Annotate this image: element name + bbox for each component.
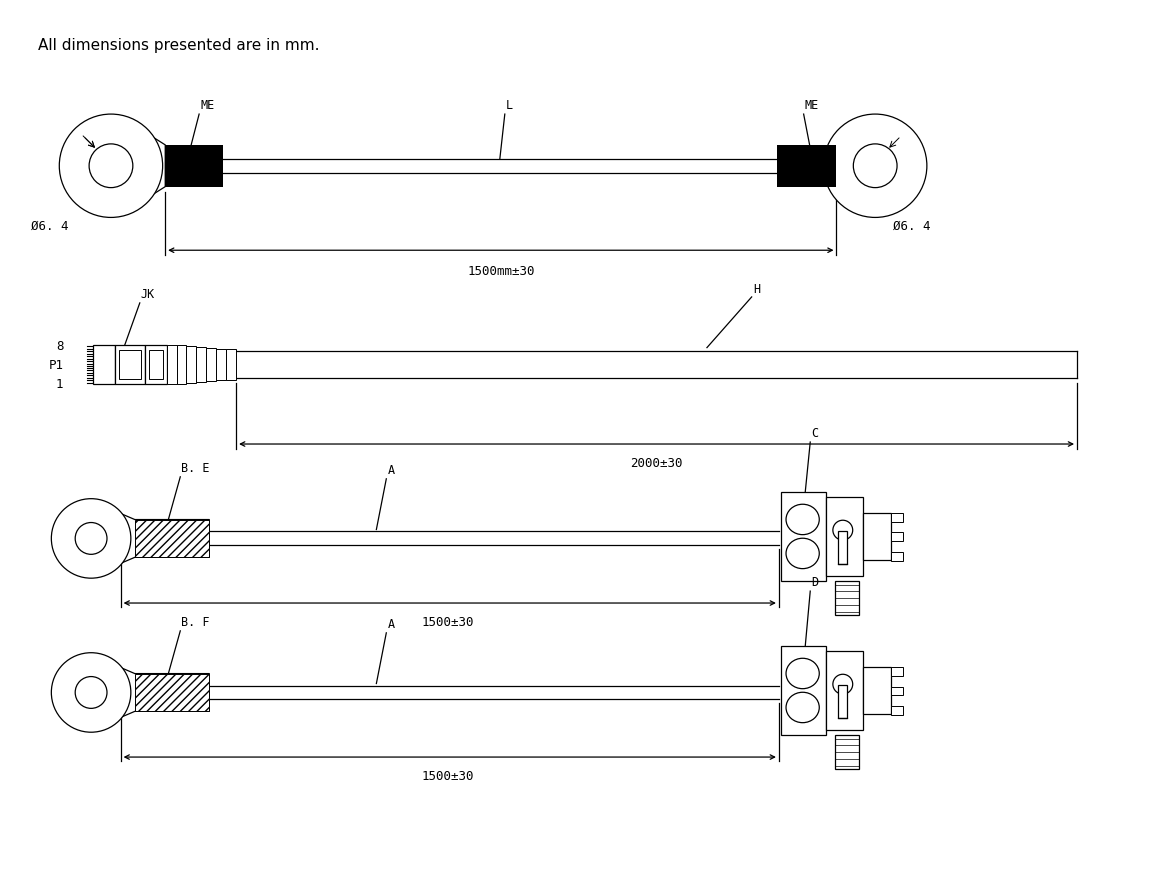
Bar xyxy=(135,520,209,558)
Bar xyxy=(826,498,863,576)
Bar xyxy=(187,347,196,384)
Bar xyxy=(165,146,223,188)
Bar xyxy=(891,533,903,542)
Bar xyxy=(891,706,903,715)
Bar xyxy=(891,552,903,561)
Text: D: D xyxy=(812,576,819,588)
Bar xyxy=(118,350,141,380)
Bar xyxy=(863,514,891,560)
Bar xyxy=(863,668,891,714)
Text: ME: ME xyxy=(201,99,215,112)
Bar xyxy=(891,667,903,676)
Ellipse shape xyxy=(786,659,819,689)
Bar xyxy=(196,348,206,383)
Circle shape xyxy=(52,653,131,732)
Text: A: A xyxy=(387,463,394,477)
Bar xyxy=(216,350,226,381)
Text: B. E: B. E xyxy=(182,461,210,475)
Text: 1500±30: 1500±30 xyxy=(421,769,474,782)
Polygon shape xyxy=(836,130,843,204)
Circle shape xyxy=(75,677,107,709)
Bar xyxy=(777,146,836,188)
Text: Ø6. 4: Ø6. 4 xyxy=(32,220,69,232)
Bar xyxy=(839,685,847,718)
Bar xyxy=(177,346,187,384)
Circle shape xyxy=(52,499,131,578)
Polygon shape xyxy=(140,130,165,204)
Polygon shape xyxy=(116,666,209,720)
Text: P1: P1 xyxy=(48,358,63,372)
Bar xyxy=(135,674,209,712)
Bar xyxy=(144,345,167,385)
Polygon shape xyxy=(116,512,209,566)
Text: ME: ME xyxy=(805,99,819,112)
Ellipse shape xyxy=(786,538,819,569)
Text: B. F: B. F xyxy=(182,615,210,628)
Bar xyxy=(781,646,826,736)
Bar xyxy=(781,493,826,581)
Text: 1: 1 xyxy=(56,377,63,391)
Bar xyxy=(93,345,115,385)
Circle shape xyxy=(853,145,897,189)
Ellipse shape xyxy=(786,505,819,535)
Ellipse shape xyxy=(786,693,819,723)
Text: Ø6. 4: Ø6. 4 xyxy=(893,220,930,232)
Circle shape xyxy=(833,674,853,695)
Bar xyxy=(835,581,860,615)
Bar xyxy=(115,345,144,385)
Text: All dimensions presented are in mm.: All dimensions presented are in mm. xyxy=(39,38,320,53)
Bar xyxy=(835,736,860,770)
Text: 2000±30: 2000±30 xyxy=(630,457,683,469)
Text: 8: 8 xyxy=(56,340,63,352)
Bar xyxy=(891,513,903,522)
Bar xyxy=(167,345,177,385)
Bar xyxy=(226,350,236,380)
Bar xyxy=(206,349,216,382)
Bar xyxy=(149,350,163,380)
Circle shape xyxy=(60,115,163,218)
Text: 1500±30: 1500±30 xyxy=(421,615,474,628)
Text: JK: JK xyxy=(141,288,155,300)
Text: H: H xyxy=(754,283,761,296)
Text: 1500mm±30: 1500mm±30 xyxy=(467,265,535,278)
Circle shape xyxy=(75,523,107,554)
Text: A: A xyxy=(387,617,394,630)
Circle shape xyxy=(833,520,853,541)
Text: L: L xyxy=(506,99,513,112)
Circle shape xyxy=(89,145,133,189)
Bar xyxy=(839,531,847,564)
Circle shape xyxy=(823,115,927,218)
Bar xyxy=(826,652,863,730)
Bar xyxy=(891,687,903,696)
Text: C: C xyxy=(812,426,819,440)
